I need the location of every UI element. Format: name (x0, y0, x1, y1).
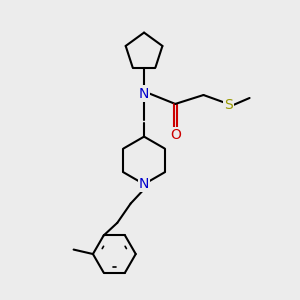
Text: S: S (224, 98, 233, 112)
Text: O: O (170, 128, 181, 142)
Text: N: N (139, 86, 149, 100)
Text: N: N (139, 177, 149, 191)
